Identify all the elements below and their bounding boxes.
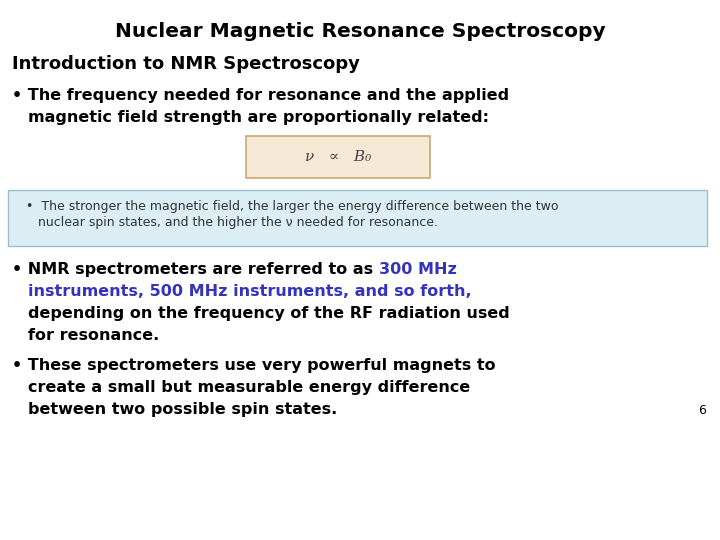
Text: for resonance.: for resonance. [28,328,159,343]
Text: between two possible spin states.: between two possible spin states. [28,402,337,417]
Text: •  The stronger the magnetic field, the larger the energy difference between the: • The stronger the magnetic field, the l… [18,200,559,213]
FancyBboxPatch shape [8,190,707,246]
Text: create a small but measurable energy difference: create a small but measurable energy dif… [28,380,470,395]
Text: nuclear spin states, and the higher the ν needed for resonance.: nuclear spin states, and the higher the … [18,216,438,229]
Text: instruments, 500 MHz instruments, and so forth,: instruments, 500 MHz instruments, and so… [28,284,472,299]
Text: 300 MHz: 300 MHz [379,262,456,277]
Text: magnetic field strength are proportionally related:: magnetic field strength are proportional… [28,110,489,125]
Text: depending on the frequency of the RF radiation used: depending on the frequency of the RF rad… [28,306,510,321]
Text: ν   ∝   B₀: ν ∝ B₀ [305,150,371,164]
Text: Nuclear Magnetic Resonance Spectroscopy: Nuclear Magnetic Resonance Spectroscopy [114,22,606,41]
Text: 6: 6 [698,404,706,417]
Text: • These spectrometers use very powerful magnets to: • These spectrometers use very powerful … [12,358,495,373]
Text: • The frequency needed for resonance and the applied: • The frequency needed for resonance and… [12,88,509,103]
Text: • NMR spectrometers are referred to as: • NMR spectrometers are referred to as [12,262,379,277]
Text: Introduction to NMR Spectroscopy: Introduction to NMR Spectroscopy [12,55,360,73]
FancyBboxPatch shape [246,136,430,178]
